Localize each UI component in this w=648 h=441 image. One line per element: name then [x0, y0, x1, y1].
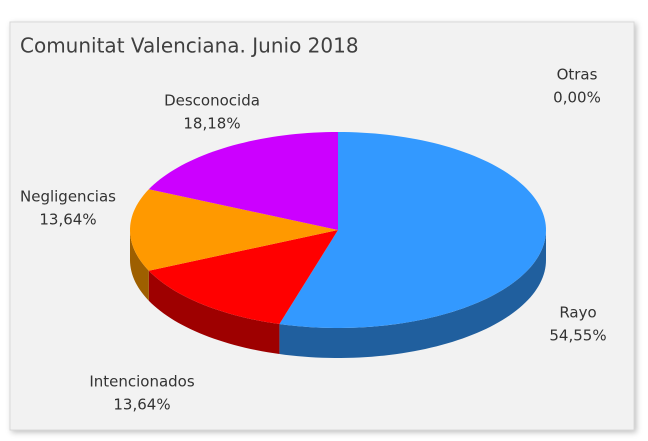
data-label-value: 13,64%	[39, 211, 96, 229]
chart-title: Comunitat Valenciana. Junio 2018	[20, 34, 359, 58]
data-label-name: Intencionados	[89, 373, 195, 391]
data-label-value: 18,18%	[183, 115, 240, 133]
data-label-name: Rayo	[559, 304, 596, 322]
data-label-value: 54,55%	[549, 327, 606, 345]
data-label-value: 13,64%	[113, 396, 170, 414]
pie-slice	[148, 230, 338, 325]
data-label-name: Desconocida	[164, 92, 260, 110]
pie-side	[279, 230, 546, 358]
data-label-value: 0,00%	[553, 89, 601, 107]
pie-slice	[130, 189, 338, 271]
pie-side	[130, 230, 149, 301]
data-label-name: Otras	[557, 66, 598, 84]
data-label-name: Negligencias	[20, 188, 116, 206]
pie-slice	[279, 132, 546, 328]
pie-side	[148, 270, 280, 355]
pie-slice	[148, 132, 338, 230]
